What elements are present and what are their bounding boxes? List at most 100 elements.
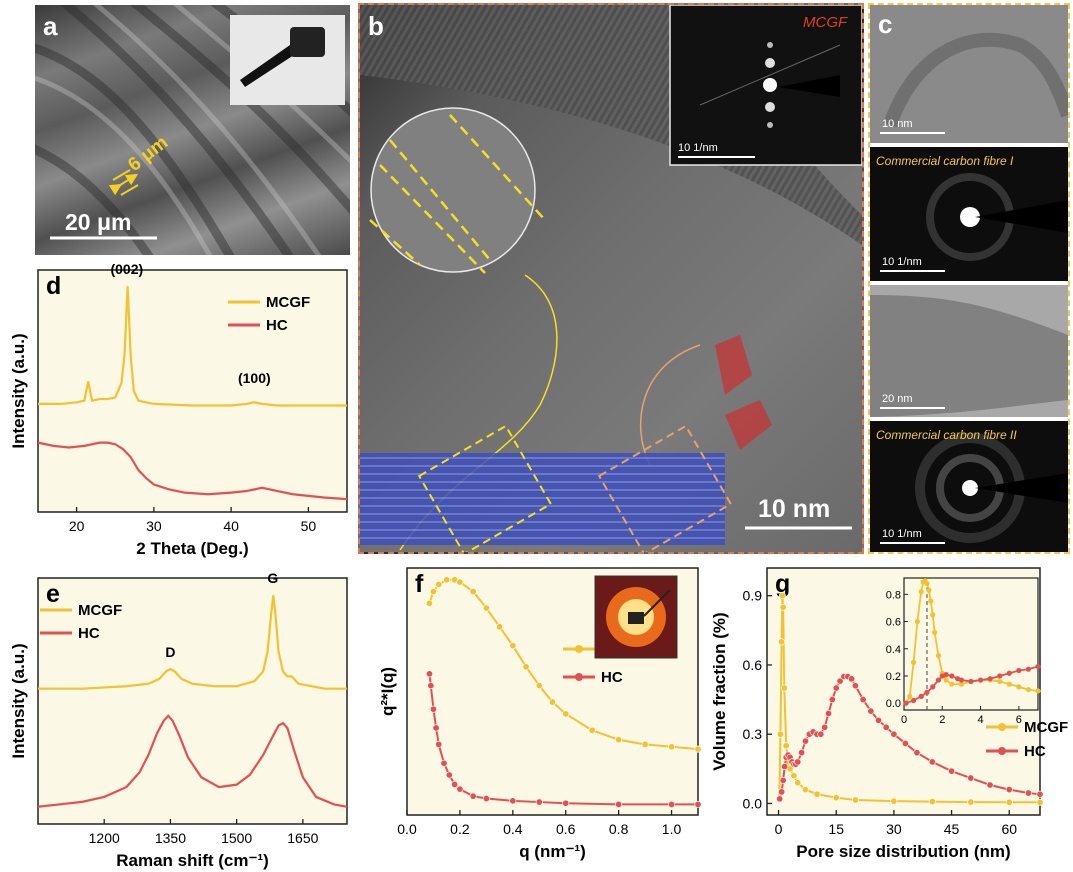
- chart-g-inset-series-HC-point-18: [1035, 663, 1041, 670]
- chart-g-inset-series-MCGF-point-1: [907, 693, 913, 699]
- chart-f-series-HC-point-9: [469, 792, 477, 800]
- chart-g-inset-series-HC-point-13: [987, 676, 993, 682]
- chart-d-annotation-0: (002): [110, 262, 143, 277]
- chart-g-series-HC-point-33: [928, 758, 936, 766]
- chart-g-series-HC-point-11: [798, 749, 806, 757]
- chart-f-series-HC-point-2: [429, 705, 437, 713]
- chart-g-inset-series-HC-point-7: [943, 672, 949, 678]
- chart-g-legend-label-HC: HC: [1024, 743, 1046, 760]
- chart-g-series-MCGF-point-9: [790, 772, 798, 780]
- chart-g-series-HC-point-37: [1005, 786, 1013, 794]
- chart-e-xtick-label-1: 1350: [155, 830, 186, 846]
- chart-d-ylabel: Intensity (a.u.): [9, 333, 28, 448]
- chart-g-inset-series-MCGF-point-4: [918, 589, 924, 595]
- chart-g-xlabel: Pore size distribution (nm): [796, 842, 1010, 861]
- chart-f-saxs-inset-rod: [643, 589, 671, 617]
- chart-g-series-HC-point-32: [913, 749, 921, 757]
- chart-f-series-HC-point-10: [482, 795, 490, 803]
- panel-c-tile-2-scalebar: 10 1/nm: [882, 256, 922, 268]
- chart-g-inset-series-HC-point-0: [903, 700, 909, 706]
- chart-f-series-HC-point-8: [456, 785, 464, 793]
- chart-g-inset-series-HC-point-5: [935, 677, 942, 683]
- chart-d-series-MCGF-line: [38, 286, 347, 407]
- chart-g-series-HC-point-16: [817, 730, 825, 738]
- chart-g-inset-series-MCGF-point-16: [958, 681, 965, 687]
- chart-e-annotation-1: G: [267, 570, 278, 586]
- chart-f-ylabel: q²*I(q): [378, 667, 397, 716]
- chart-f-series-HC-point-14: [615, 800, 623, 808]
- chart-f-legend-marker-HC: [575, 673, 583, 681]
- panel-a-label: a: [43, 11, 58, 41]
- chart-f-series-HC-point-16: [694, 800, 702, 808]
- chart-g-legend-label-MCGF: MCGF: [1024, 719, 1068, 736]
- panel-a-photo-inset: [230, 15, 345, 105]
- chart-g-series-HC-point-17: [821, 723, 829, 731]
- chart-g-series-MCGF-point-17: [967, 798, 975, 806]
- chart-g-ytick-label-3: 0.9: [743, 588, 763, 604]
- chart-f-xtick-label-2: 0.4: [503, 821, 523, 837]
- chart-d-legend-label-MCGF: MCGF: [266, 294, 310, 311]
- chart-e-plot-area: [37, 577, 348, 825]
- chart-e-panel-label: e: [46, 580, 60, 608]
- chart-g-inset-series-MCGF-point-8: [926, 587, 932, 593]
- chart-g-inset-series-MCGF-point-22: [1016, 684, 1022, 690]
- chart-g-series-MCGF-point-15: [890, 797, 898, 805]
- chart-g-xtick-label-0: 0: [775, 821, 783, 837]
- chart-f-xtick-label-0: 0.0: [397, 821, 417, 837]
- chart-g-xtick-label-1: 15: [828, 821, 844, 837]
- chart-f-series-MCGF-point-13: [562, 710, 570, 718]
- chart-f-series-HC-point-3: [432, 724, 440, 732]
- chart-g-inset-ytick-label-4: 0.8: [886, 589, 901, 601]
- chart-g-inset-ytick-label-0: 0.0: [886, 698, 901, 710]
- chart-g-series-HC-point-0: [776, 795, 784, 803]
- chart-d-series-HC-line: [37, 441, 348, 501]
- chart-g-ytick-label-1: 0.3: [743, 726, 763, 742]
- panel-a-sem-image: 6 μm 20 μm a: [35, 5, 350, 255]
- chart-g-series-HC-point-12: [801, 737, 809, 745]
- chart-f-series-HC-point-6: [445, 771, 453, 779]
- chart-f-series-MCGF-point-16: [641, 740, 649, 748]
- chart-g-series-MCGF-point-13: [832, 794, 840, 802]
- chart-g-inset-series-MCGF-point-20: [997, 678, 1003, 685]
- chart-g-inset-series-HC-point-11: [968, 678, 974, 685]
- panel-c-graphics: 10 nm c Commercial carbon fibre I 10 1/n…: [870, 5, 1068, 552]
- chart-f-xtick-label-1: 0.2: [450, 821, 470, 837]
- chart-f-series-MCGF-point-15: [615, 736, 623, 744]
- chart-g-series-HC-point-18: [825, 709, 833, 717]
- chart-g-inset-series-HC-point-1: [910, 697, 917, 704]
- chart-g-series-HC-point-34: [948, 767, 956, 775]
- chart-f-series-HC-point-15: [668, 800, 676, 808]
- chart-f-saxs-inset: [594, 575, 678, 659]
- chart-g-inset-xtick-label-1: 2: [939, 714, 945, 726]
- chart-f-legend-marker-MCGF: [575, 645, 583, 653]
- panel-b-label: b: [368, 11, 384, 41]
- chart-e-xtick-label-0: 1200: [89, 830, 120, 846]
- chart-g-inset-series-MCGF-point-10: [930, 612, 936, 618]
- chart-d-panel-label: d: [46, 272, 61, 300]
- panel-b-inset-scalebar: 10 1/nm: [678, 142, 718, 154]
- panel-b-highlight-region: [360, 453, 725, 545]
- chart-g-inset-series-HC-point-15: [1006, 670, 1012, 676]
- chart-d-xtick-label-2: 40: [223, 518, 239, 534]
- chart-f-legend-label-HC: HC: [601, 669, 623, 686]
- chart-f-series-MCGF-point-3: [443, 576, 451, 584]
- chart-d-legend-label-HC: HC: [266, 317, 288, 334]
- chart-g-xtick-label-2: 30: [886, 821, 902, 837]
- chart-g-inset-series-MCGF-point-15: [949, 681, 955, 687]
- chart-g-inset-series-MCGF-point-9: [928, 598, 934, 604]
- panel-a-graphics: 6 μm 20 μm a: [35, 5, 350, 255]
- chart-g-inset-series-HC-point-17: [1025, 666, 1032, 672]
- chart-g-inset-ytick-label-1: 0.2: [886, 671, 901, 683]
- chart-g-series-HC-point-35: [967, 774, 975, 782]
- chart-f-series-HC-point-0: [425, 670, 433, 678]
- chart-f-series-HC-point-7: [451, 780, 459, 788]
- panel-c-label: c: [878, 9, 892, 39]
- chart-g-series-HC-point-28: [875, 716, 883, 724]
- chart-g-ylabel: Volume fraction (%): [710, 612, 729, 770]
- chart-g-series-HC-point-3: [781, 763, 789, 771]
- chart-g-inset-series-HC-point-8: [949, 673, 955, 679]
- chart-g-inset-series-MCGF-point-7: [924, 580, 930, 587]
- chart-g-inset-series-MCGF-point-21: [1006, 681, 1012, 687]
- chart-g-series-MCGF-point-12: [813, 790, 821, 798]
